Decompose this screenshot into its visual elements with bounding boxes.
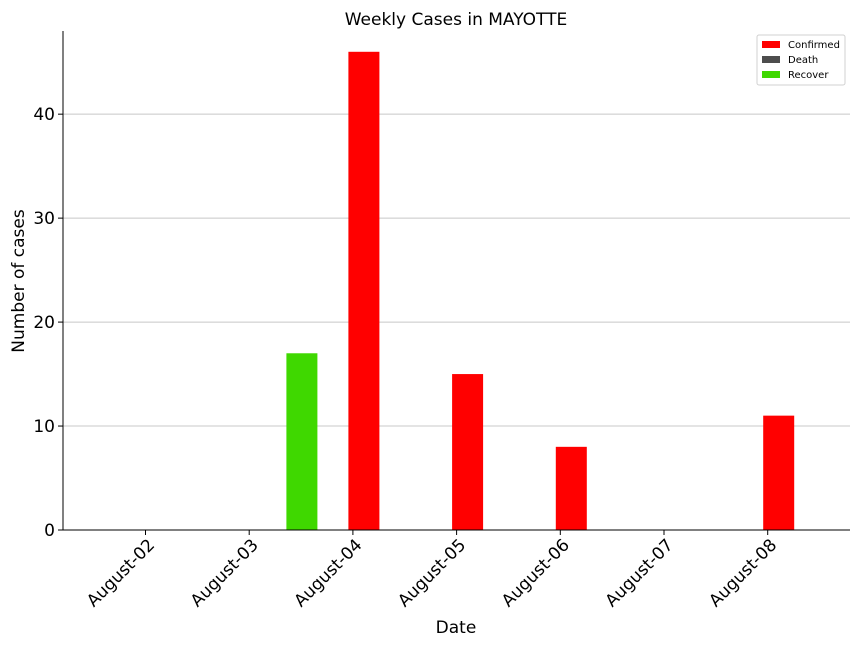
x-tick-label: August-05	[394, 535, 470, 611]
x-tick-label: August-08	[705, 535, 781, 611]
legend-label: Confirmed	[788, 40, 840, 51]
bar-recover	[286, 353, 318, 530]
y-tick-label: 10	[33, 417, 55, 437]
y-axis-label: Number of cases	[9, 209, 29, 353]
bar-confirmed	[348, 51, 380, 531]
legend-swatch	[762, 41, 780, 48]
x-tick-label: August-07	[602, 535, 678, 611]
y-ticks: 0 10 20 30 40	[33, 105, 63, 541]
y-tick-label: 20	[33, 313, 55, 333]
legend-swatch	[762, 56, 780, 63]
legend-swatch	[762, 71, 780, 78]
legend-label: Death	[788, 55, 818, 66]
x-tick-label: August-02	[83, 535, 159, 611]
bar-confirmed	[763, 415, 795, 530]
y-tick-label: 0	[44, 521, 55, 541]
x-tick-label: August-04	[291, 535, 367, 611]
legend: Confirmed Death Recover	[756, 34, 846, 86]
y-tick-label: 40	[33, 105, 55, 125]
y-tick-label: 30	[33, 209, 55, 229]
x-tick-label: August-03	[187, 535, 263, 611]
x-tick-label: August-06	[498, 535, 574, 611]
legend-label: Recover	[788, 70, 829, 81]
x-axis-label: Date	[436, 618, 477, 638]
bar-confirmed	[452, 374, 484, 530]
bar-confirmed	[555, 446, 587, 530]
chart-title: Weekly Cases in MAYOTTE	[345, 10, 568, 30]
x-ticks: August-02 August-03 August-04 August-05 Augu…	[83, 530, 781, 611]
bars	[286, 51, 795, 531]
